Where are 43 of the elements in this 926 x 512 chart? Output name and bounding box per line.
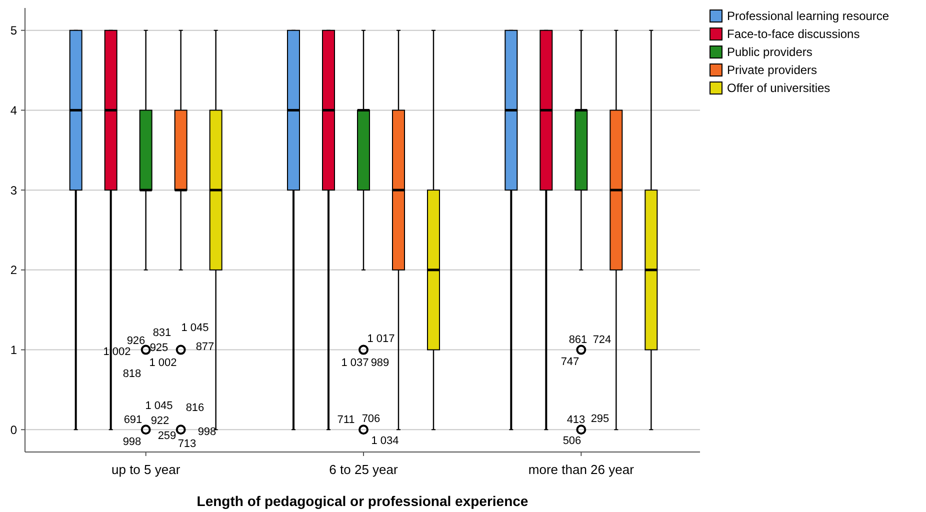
legend-label: Face-to-face discussions <box>727 27 860 42</box>
annotation: 295 <box>590 412 610 425</box>
annotation: 506 <box>562 434 582 447</box>
annotation: 925 <box>150 342 168 354</box>
annotation: 711 <box>337 414 355 426</box>
y-tick-label: 1 <box>10 342 18 357</box>
annotation: 1 017 <box>367 332 395 345</box>
annotation: 1 037 <box>341 356 369 369</box>
annotation: 1 045 <box>145 400 173 412</box>
x-tick-label: 6 to 25 year <box>329 462 398 477</box>
y-tick-label: 0 <box>10 422 18 437</box>
annotation: 831 <box>152 326 172 339</box>
annotation: 818 <box>122 368 142 380</box>
annotation: 922 <box>150 414 170 427</box>
x-tick-label: up to 5 year <box>112 462 181 477</box>
annotation: 1 045 <box>181 322 209 334</box>
annotation: 1 034 <box>371 434 399 447</box>
annotation: 413 <box>566 414 586 426</box>
y-tick-label: 5 <box>10 24 18 38</box>
legend-label: Public providers <box>727 45 812 60</box>
annotation: 1 002 <box>103 346 131 358</box>
annotation: 747 <box>560 356 580 368</box>
annotation: 989 <box>370 356 390 369</box>
annotation: 259 <box>158 430 176 442</box>
annotation: 998 <box>122 436 142 448</box>
y-tick-label: 4 <box>10 103 18 118</box>
legend-label: Private providers <box>727 63 818 78</box>
annotation: 877 <box>196 340 214 353</box>
y-tick-label: 2 <box>10 263 18 278</box>
annotation: 926 <box>126 334 146 347</box>
annotation: 724 <box>592 334 612 346</box>
annotation: 713 <box>178 438 196 450</box>
annotation: 691 <box>124 414 142 426</box>
annotation: 706 <box>362 412 380 425</box>
annotation: 816 <box>186 402 204 414</box>
annotation: 861 <box>568 334 588 346</box>
x-tick-label: more than 26 year <box>528 462 635 477</box>
legend-label: Professional learning resource <box>727 9 890 24</box>
annotation: 998 <box>198 426 216 438</box>
y-tick-label: 3 <box>10 183 18 198</box>
x-axis-title: Length of pedagogical or professional experience <box>196 493 528 509</box>
legend-label: Offer of universities <box>727 81 830 96</box>
annotation: 1 002 <box>149 356 177 369</box>
